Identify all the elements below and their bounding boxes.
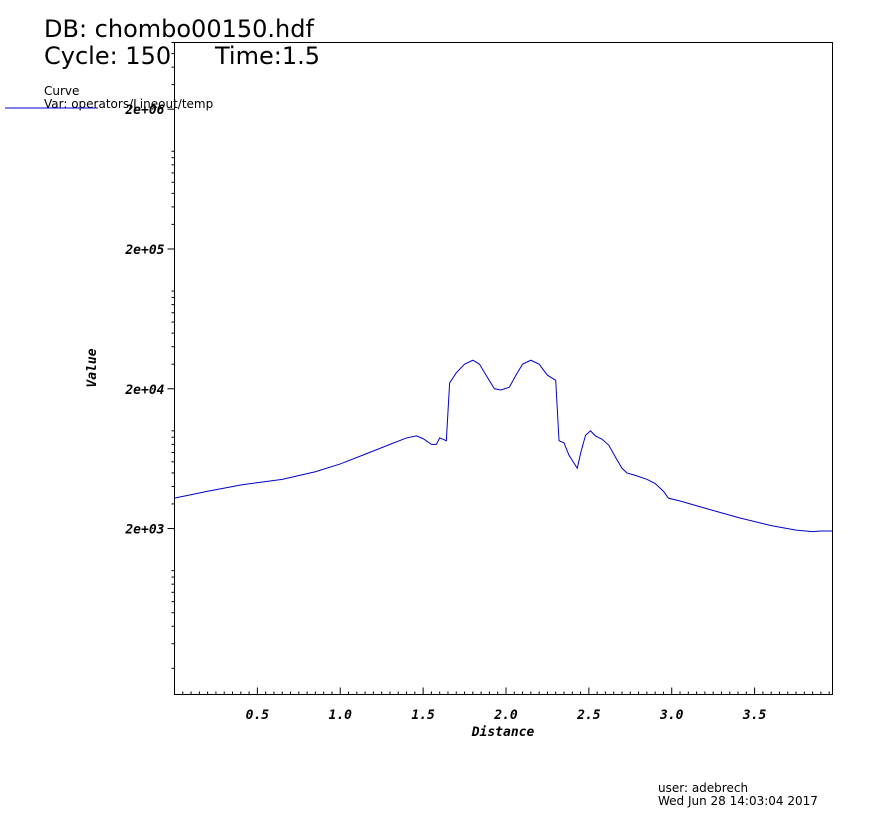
x-tick-label: 0.5 <box>246 708 270 723</box>
footer-date: Wed Jun 28 14:03:04 2017 <box>658 794 818 808</box>
y-tick-label: 2e+06 <box>124 103 164 118</box>
x-tick-label: 1.5 <box>411 708 435 723</box>
x-axis-title: Distance <box>471 725 535 740</box>
cycle-label: Cycle: 150 <box>44 42 172 70</box>
y-axis-title: Value <box>85 348 100 387</box>
x-tick-label: 1.0 <box>329 708 353 723</box>
x-tick-label: 3.5 <box>742 708 767 723</box>
y-tick-label: 2e+05 <box>124 243 164 258</box>
legend-title: Curve <box>44 84 80 98</box>
db-title: DB: chombo00150.hdf <box>44 15 314 43</box>
minor-ticks <box>171 42 830 695</box>
footer-user: user: adebrech <box>658 781 749 795</box>
x-axis: 0.5 1.0 1.5 2.0 2.5 3.0 3.5 <box>246 687 767 723</box>
series-line <box>174 359 833 533</box>
x-tick-label: 3.0 <box>659 708 684 723</box>
y-tick-label: 2e+03 <box>124 523 164 538</box>
y-axis: 2e+03 2e+04 2e+05 2e+06 <box>124 103 175 538</box>
x-tick-label: 2.5 <box>576 708 601 723</box>
plot-frame <box>174 42 833 695</box>
y-tick-label: 2e+04 <box>124 383 164 398</box>
x-tick-label: 2.0 <box>493 708 518 723</box>
time-label: Time:1.5 <box>215 42 320 70</box>
legend-var: Var: operators/Lineout/temp <box>44 97 214 111</box>
